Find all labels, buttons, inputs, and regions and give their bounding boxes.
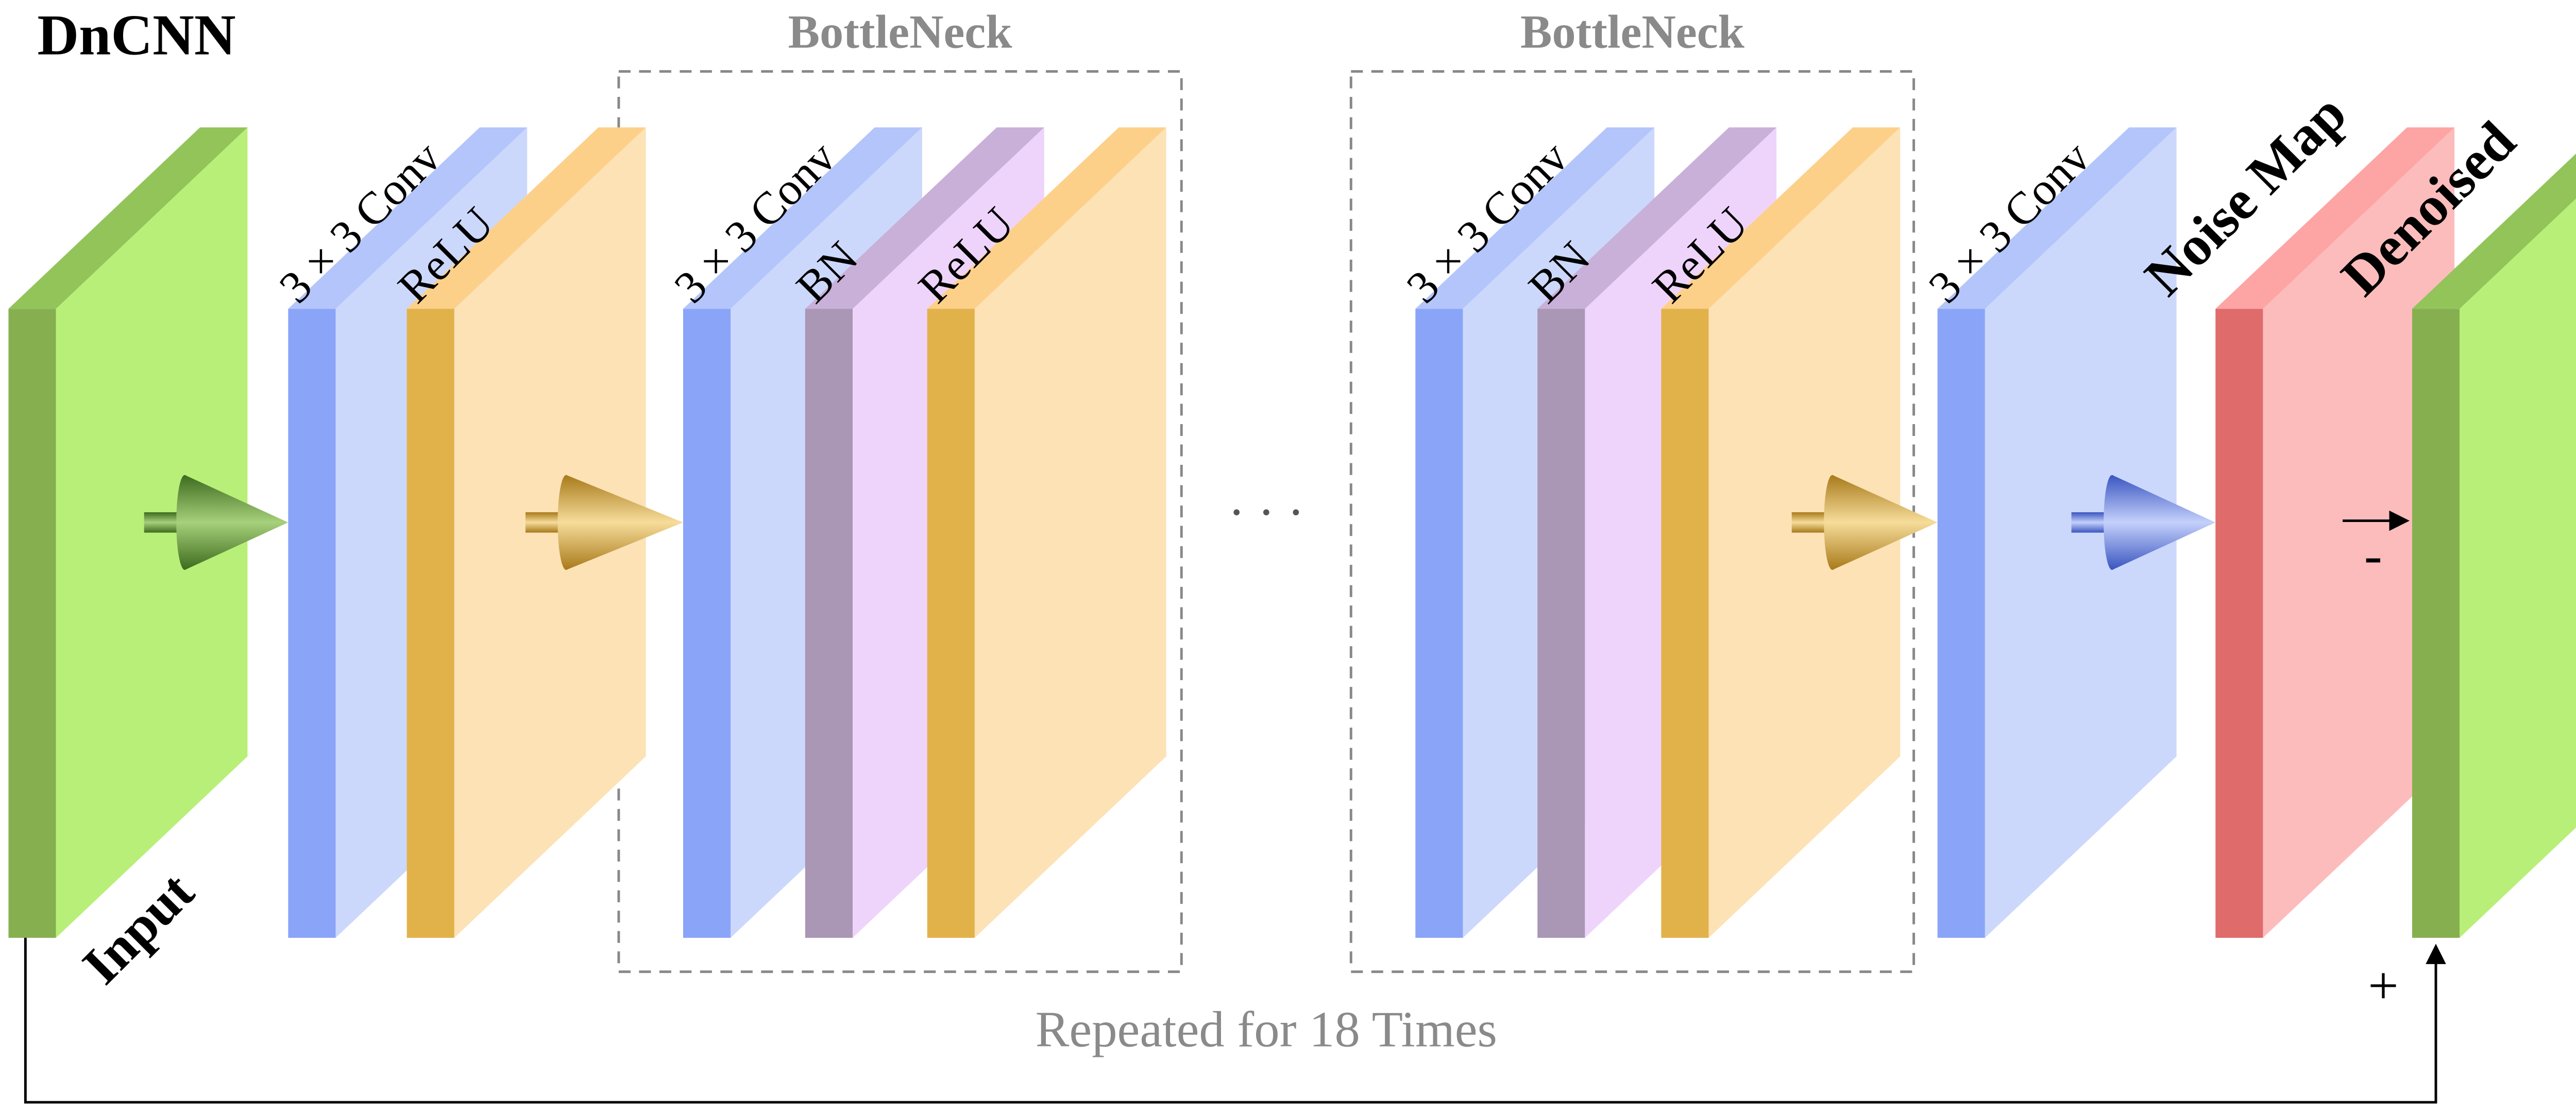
layer-top <box>683 127 922 309</box>
skip-connection <box>24 937 2446 1104</box>
layer-top <box>2412 154 2576 309</box>
plus-sign: + <box>2368 955 2398 1016</box>
arrow-cone <box>566 475 683 570</box>
ellipsis: · · · <box>1228 484 1304 541</box>
flow-arrow <box>525 475 683 570</box>
layer-side <box>56 127 248 938</box>
layer-front <box>1415 309 1463 938</box>
layer <box>2412 154 2576 938</box>
arrow-cone <box>184 475 289 570</box>
layer <box>1661 127 1901 938</box>
layer <box>8 127 248 938</box>
layer-front <box>927 309 975 938</box>
layer <box>1937 127 2177 938</box>
layer-top <box>1415 127 1655 309</box>
layer-top <box>8 127 248 309</box>
layer-front <box>2412 309 2460 938</box>
layer-top <box>1661 127 1901 309</box>
layer-front <box>288 309 336 938</box>
layer-front <box>805 309 853 938</box>
layer-top <box>1937 127 2177 309</box>
bottleneck-boxes: BottleNeck BottleNeck <box>617 6 1916 973</box>
title: DnCNN <box>37 4 235 68</box>
layer-front <box>1537 309 1585 938</box>
group-label: BottleNeck <box>1520 6 1745 58</box>
flow-arrow <box>2071 475 2216 570</box>
flow-arrow <box>1791 475 1938 570</box>
layer-front <box>1661 309 1709 938</box>
layer-front <box>8 309 56 938</box>
layer-front <box>2215 309 2263 938</box>
layer <box>406 127 646 938</box>
layer-side <box>1985 127 2177 938</box>
layer-top <box>1537 127 1777 309</box>
arrow-cone <box>2112 475 2216 570</box>
layer-top <box>805 127 1044 309</box>
flow-arrow <box>144 475 289 570</box>
layer-front <box>1937 309 1985 938</box>
layer-side <box>454 127 646 938</box>
layer-side <box>2263 127 2455 938</box>
layer-side <box>2460 198 2576 938</box>
arrow-cone <box>1832 475 1938 570</box>
layer-top <box>2215 127 2455 309</box>
minus-sign: - <box>2364 525 2382 585</box>
layer-side <box>974 127 1166 938</box>
layer-front <box>683 309 731 938</box>
group-label: BottleNeck <box>788 6 1013 58</box>
layer <box>927 127 1166 938</box>
layer-top <box>927 127 1166 309</box>
layer-side <box>1708 127 1901 938</box>
layer-top <box>406 127 646 309</box>
layer-top <box>288 127 528 309</box>
layer-front <box>406 309 454 938</box>
layer <box>2215 127 2455 938</box>
repeat-note: Repeated for 18 Times <box>1036 1002 1497 1058</box>
